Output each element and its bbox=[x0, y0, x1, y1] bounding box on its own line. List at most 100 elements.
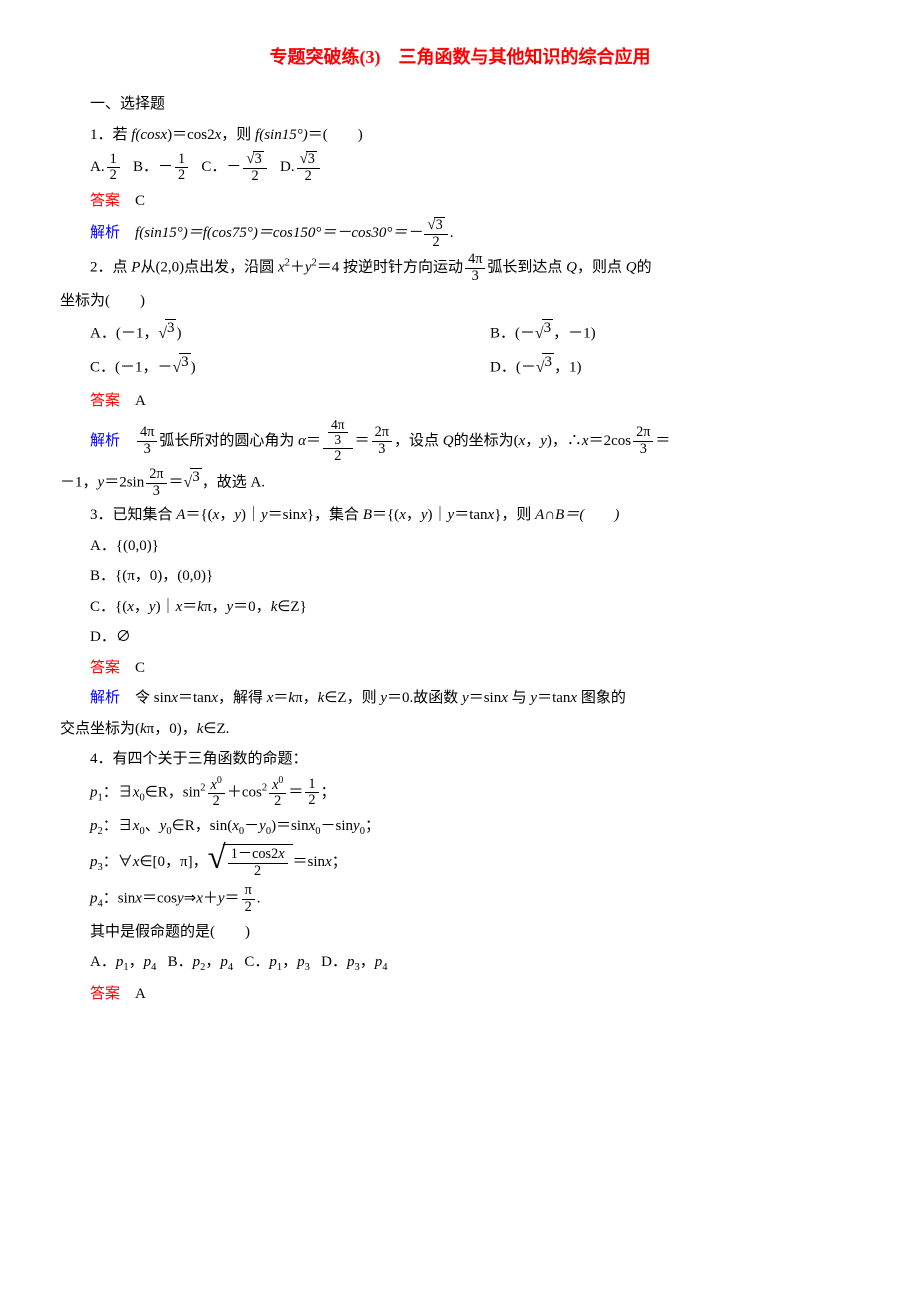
denominator: 3 bbox=[146, 484, 166, 500]
q4-p1: p1：∃x0∈R，sin2x02＋cos2x02＝12； bbox=[60, 776, 860, 810]
text: 弧长到达点 bbox=[487, 260, 566, 276]
text: 令 sin bbox=[135, 690, 171, 706]
denominator: 2 bbox=[228, 864, 288, 880]
denominator: 3 bbox=[372, 442, 392, 458]
p-label: p bbox=[144, 954, 152, 970]
fraction: 32 bbox=[243, 151, 266, 184]
text: ， bbox=[219, 507, 234, 523]
q3-explain: 解析 令 sinx＝tanx，解得 x＝kπ，k∈Z，则 y＝0.故函数 y＝s… bbox=[60, 684, 860, 713]
denominator: 2 bbox=[297, 169, 320, 185]
answer-label: 答案 bbox=[90, 660, 120, 676]
numerator: 2π bbox=[633, 425, 653, 442]
text: B．(－ bbox=[490, 326, 535, 342]
radicand: 3 bbox=[179, 353, 191, 383]
var-q: Q bbox=[443, 433, 454, 449]
var-x: x bbox=[325, 854, 332, 870]
var-x: x bbox=[232, 818, 239, 834]
radicand: 3 bbox=[253, 151, 264, 168]
text: ＝2sin bbox=[104, 475, 144, 491]
opt-b-label: B． bbox=[168, 954, 193, 970]
var-y: y bbox=[380, 690, 387, 706]
text: ＝4 按逆时针方向运动 bbox=[317, 260, 463, 276]
sub: 0 bbox=[139, 826, 144, 837]
text: ＝0.故函数 bbox=[387, 690, 462, 706]
var-y: y bbox=[177, 891, 184, 907]
text: ∈R，sin( bbox=[172, 818, 233, 834]
text: 弧长所对的圆心角为 bbox=[159, 433, 298, 449]
numerator: 1 bbox=[107, 152, 120, 169]
text: ＝ bbox=[306, 433, 321, 449]
text: ＝cos bbox=[142, 891, 177, 907]
denominator: 2 bbox=[323, 449, 353, 465]
text: . bbox=[450, 225, 454, 241]
var-q: Q bbox=[626, 260, 637, 276]
text: 1．若 bbox=[90, 127, 131, 143]
denominator: 3 bbox=[328, 433, 348, 448]
denominator: 2 bbox=[305, 793, 318, 809]
answer-value: C bbox=[135, 660, 145, 676]
fraction: 2π3 bbox=[633, 425, 653, 457]
radicand: 3 bbox=[165, 319, 177, 349]
denominator: 3 bbox=[137, 442, 157, 458]
numerator: 3 bbox=[424, 217, 447, 235]
text: ，故选 A. bbox=[202, 475, 265, 491]
answer-label: 答案 bbox=[90, 193, 120, 209]
denominator: 2 bbox=[175, 168, 188, 184]
sub: 4 bbox=[228, 962, 233, 973]
opt-a-label: A． bbox=[90, 954, 116, 970]
text: ＋ bbox=[290, 260, 305, 276]
text: ∈Z. bbox=[203, 721, 229, 737]
text: ＝ bbox=[225, 891, 240, 907]
radicand: 3 bbox=[542, 353, 554, 383]
denominator: 3 bbox=[465, 269, 485, 285]
q4-answer: 答案 A bbox=[60, 980, 860, 1009]
text: － bbox=[244, 818, 259, 834]
numerator: 4π bbox=[328, 418, 348, 434]
var-q: Q bbox=[566, 260, 577, 276]
answer-value: A bbox=[135, 393, 146, 409]
p-label: p bbox=[90, 854, 98, 870]
numerator: 1－cos2x bbox=[228, 847, 288, 864]
text: f(sin15°) bbox=[255, 127, 308, 143]
var-x: x bbox=[171, 690, 178, 706]
opt-c-label: C． bbox=[244, 954, 269, 970]
denominator: 3 bbox=[633, 442, 653, 458]
q3-explain-line2: 交点坐标为(kπ，0)，k∈Z. bbox=[60, 715, 860, 744]
text: ＝( ) bbox=[308, 127, 363, 143]
q2-options-row2: C．(－1，－3) D．(－3，1) bbox=[60, 351, 860, 385]
explain-label: 解析 bbox=[90, 690, 120, 706]
text: )｜ bbox=[428, 507, 448, 523]
text: ∈Z} bbox=[277, 599, 306, 615]
var-x: x bbox=[582, 433, 589, 449]
numerator: 2π bbox=[146, 467, 166, 484]
text: ＝sin bbox=[268, 507, 301, 523]
fraction: 2π3 bbox=[146, 467, 166, 499]
q3-opt-b: B．{(π，0)，(0,0)} bbox=[60, 562, 860, 591]
q2-explain-line2: －1，y＝2sin2π3＝3，故选 A. bbox=[60, 467, 860, 499]
q4-ask: 其中是假命题的是( ) bbox=[60, 918, 860, 947]
denominator: 2 bbox=[107, 168, 120, 184]
q2-answer: 答案 A bbox=[60, 387, 860, 416]
text: A．(－1， bbox=[90, 326, 158, 342]
fraction: 4π32 bbox=[323, 418, 353, 465]
radicand: 3 bbox=[190, 468, 202, 498]
numerator: 4π bbox=[465, 252, 485, 269]
text: ， bbox=[129, 954, 144, 970]
text: ∈Z，则 bbox=[324, 690, 380, 706]
fraction: 2π3 bbox=[372, 425, 392, 457]
text: 3．已知集合 bbox=[90, 507, 176, 523]
text: 2．点 bbox=[90, 260, 131, 276]
text: ＋ bbox=[203, 891, 218, 907]
text: ：sin bbox=[103, 891, 136, 907]
page-title: 专题突破练(3) 三角函数与其他知识的综合应用 bbox=[60, 40, 860, 74]
numerator: 3 bbox=[243, 151, 266, 169]
q4-p4: p4：sinx＝cosy⇒x＋y＝π2. bbox=[60, 883, 860, 915]
p-label: p bbox=[297, 954, 305, 970]
var-x: x bbox=[300, 507, 307, 523]
text: ＝ bbox=[273, 690, 288, 706]
denominator: 2 bbox=[243, 169, 266, 185]
q4-options: A．p1，p4 B．p2，p4 C．p1，p3 D．p3，p4 bbox=[60, 948, 860, 978]
text: ＝sin bbox=[293, 854, 326, 870]
p-label: p bbox=[90, 891, 98, 907]
q3-answer: 答案 C bbox=[60, 654, 860, 683]
